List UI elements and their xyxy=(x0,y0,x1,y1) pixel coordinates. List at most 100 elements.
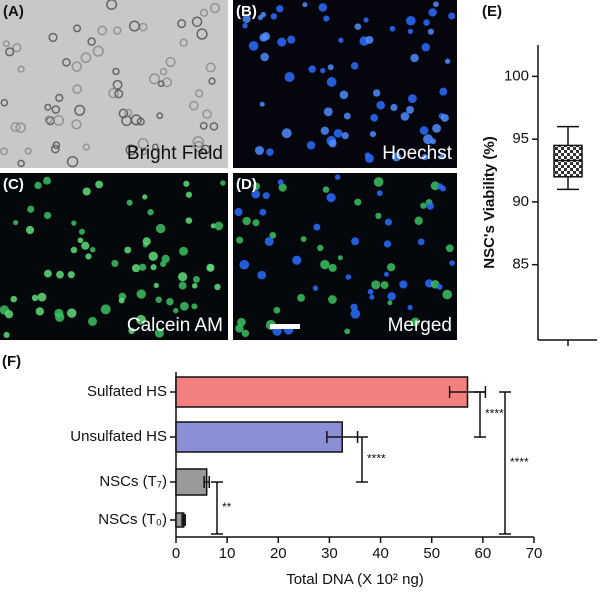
cell xyxy=(317,244,324,252)
cell xyxy=(237,317,246,327)
cell xyxy=(328,295,337,304)
cell xyxy=(108,88,119,99)
panel-label: (C) xyxy=(3,176,24,193)
cell xyxy=(206,263,215,272)
cell xyxy=(323,15,330,22)
cell xyxy=(156,112,164,120)
cell xyxy=(131,264,141,273)
cell xyxy=(148,73,161,85)
cell xyxy=(350,303,358,311)
cell xyxy=(27,205,35,213)
cell xyxy=(55,93,64,103)
cell xyxy=(302,2,308,8)
cell xyxy=(439,87,448,96)
cell xyxy=(339,90,349,100)
cell xyxy=(328,263,337,272)
x-tick-label: 70 xyxy=(526,545,543,562)
cell xyxy=(281,128,292,139)
cell xyxy=(407,304,413,311)
cell xyxy=(0,147,8,156)
y-tick-label: NSCs (T₀) xyxy=(98,511,167,528)
cell xyxy=(43,176,51,185)
cell xyxy=(177,272,188,282)
cell xyxy=(214,283,221,291)
cell xyxy=(192,275,200,283)
y-tick-label: 90 xyxy=(512,193,529,210)
cell xyxy=(350,309,361,319)
cell xyxy=(389,25,396,32)
cell xyxy=(376,190,383,197)
cell xyxy=(155,296,162,303)
cell xyxy=(125,144,137,156)
cell xyxy=(399,280,408,289)
cell xyxy=(51,105,61,114)
cell xyxy=(214,221,224,231)
cell xyxy=(284,72,295,83)
cell xyxy=(70,246,78,254)
cell xyxy=(387,300,393,306)
cell xyxy=(80,52,92,64)
sig-label: **** xyxy=(485,407,504,421)
cell xyxy=(130,114,142,126)
cell xyxy=(242,23,248,29)
cell xyxy=(417,238,425,246)
cell xyxy=(25,225,35,235)
cell xyxy=(114,89,124,99)
cell xyxy=(277,179,284,186)
cell xyxy=(427,28,434,35)
micrographs xyxy=(0,0,457,340)
bar xyxy=(175,468,208,496)
y-tick-label: Unsulfated HS xyxy=(70,428,167,445)
cell xyxy=(308,65,316,73)
cell xyxy=(53,114,65,126)
cell xyxy=(185,191,193,198)
cell xyxy=(320,67,326,74)
cell xyxy=(235,324,244,333)
cell xyxy=(71,220,77,226)
cell xyxy=(128,20,140,32)
panel-label: (F) xyxy=(2,353,21,370)
cell xyxy=(31,294,39,302)
cell xyxy=(10,295,18,303)
cell xyxy=(159,67,168,76)
cell xyxy=(428,8,437,17)
cell xyxy=(407,94,417,104)
cell xyxy=(449,260,455,266)
cell xyxy=(262,192,270,200)
cell xyxy=(380,281,389,290)
cell xyxy=(239,259,250,270)
cell xyxy=(445,244,454,253)
cell xyxy=(252,182,261,191)
cell xyxy=(165,56,176,68)
sig-label: **** xyxy=(510,455,529,469)
cell xyxy=(179,38,188,47)
cell xyxy=(191,16,203,28)
y-axis-label: NSC's Viability (%) xyxy=(481,136,498,269)
cell xyxy=(44,115,53,124)
cell xyxy=(2,40,10,48)
cell xyxy=(113,26,122,35)
cell xyxy=(112,79,123,90)
cell xyxy=(436,183,444,190)
cell xyxy=(373,177,384,187)
sig-label: **** xyxy=(367,452,386,466)
cell xyxy=(344,328,351,335)
cell xyxy=(365,154,374,163)
micrograph xyxy=(233,173,457,340)
x-tick-label: 30 xyxy=(321,545,338,562)
cell xyxy=(66,155,79,168)
cell xyxy=(276,5,284,13)
cell xyxy=(136,289,146,299)
cell xyxy=(354,23,362,30)
cell xyxy=(44,103,52,111)
cell xyxy=(251,189,260,199)
cell xyxy=(154,328,164,338)
y-tick-label: 85 xyxy=(512,256,529,273)
cell xyxy=(71,119,82,130)
cell xyxy=(350,62,359,70)
cell xyxy=(306,140,316,150)
cell xyxy=(371,280,381,290)
cell xyxy=(390,103,398,112)
cell xyxy=(37,292,47,302)
